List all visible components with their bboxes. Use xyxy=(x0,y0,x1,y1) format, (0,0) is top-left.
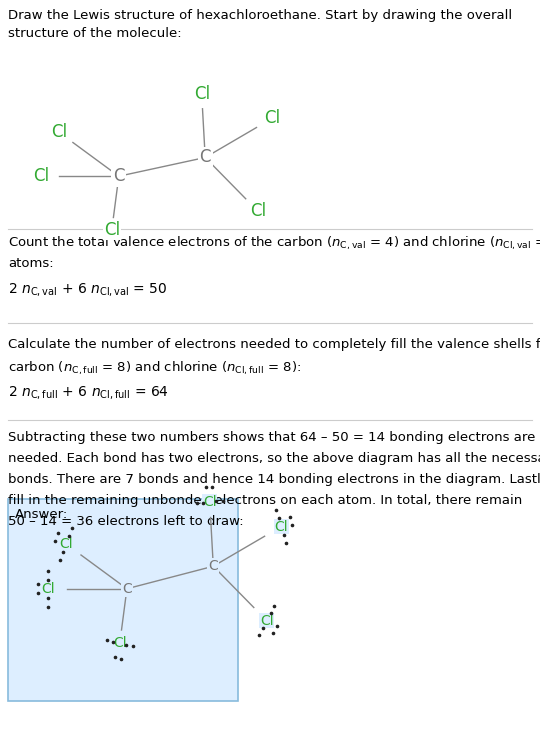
Text: Cl: Cl xyxy=(42,582,55,596)
Text: Cl: Cl xyxy=(59,537,73,551)
Text: $2\ n_\mathrm{C,full}$ + $6\ n_\mathrm{Cl,full}$ = 64: $2\ n_\mathrm{C,full}$ + $6\ n_\mathrm{C… xyxy=(8,384,169,401)
Text: Answer:: Answer: xyxy=(15,508,68,520)
Text: fill in the remaining unbonded electrons on each atom. In total, there remain: fill in the remaining unbonded electrons… xyxy=(8,494,522,507)
Text: 50 – 14 = 36 electrons left to draw:: 50 – 14 = 36 electrons left to draw: xyxy=(8,515,244,528)
Text: carbon ($n_\mathrm{C,full}$ = 8) and chlorine ($n_\mathrm{Cl,full}$ = 8):: carbon ($n_\mathrm{C,full}$ = 8) and chl… xyxy=(8,360,301,377)
Text: C: C xyxy=(208,560,218,573)
Text: Cl: Cl xyxy=(274,520,288,534)
Text: Calculate the number of electrons needed to completely fill the valence shells f: Calculate the number of electrons needed… xyxy=(8,338,540,350)
Text: Cl: Cl xyxy=(33,167,50,185)
Text: Cl: Cl xyxy=(260,614,274,628)
Text: $2\ n_\mathrm{C,val}$ + $6\ n_\mathrm{Cl,val}$ = 50: $2\ n_\mathrm{C,val}$ + $6\ n_\mathrm{Cl… xyxy=(8,281,168,298)
Text: Cl: Cl xyxy=(51,123,67,141)
Text: C: C xyxy=(122,582,132,596)
Text: atoms:: atoms: xyxy=(8,257,53,270)
Text: Draw the Lewis structure of hexachloroethane. Start by drawing the overall
struc: Draw the Lewis structure of hexachloroet… xyxy=(8,9,512,40)
Text: Cl: Cl xyxy=(250,202,266,220)
Text: Count the total valence electrons of the carbon ($n_\mathrm{C,val}$ = 4) and chl: Count the total valence electrons of the… xyxy=(8,235,540,252)
Text: C: C xyxy=(199,148,211,166)
Text: Cl: Cl xyxy=(104,220,120,238)
Text: C: C xyxy=(113,167,125,185)
Text: bonds. There are 7 bonds and hence 14 bonding electrons in the diagram. Lastly,: bonds. There are 7 bonds and hence 14 bo… xyxy=(8,473,540,486)
Text: Cl: Cl xyxy=(113,636,126,650)
Text: Cl: Cl xyxy=(264,110,280,128)
Text: Cl: Cl xyxy=(194,86,210,104)
Text: needed. Each bond has two electrons, so the above diagram has all the necessary: needed. Each bond has two electrons, so … xyxy=(8,452,540,465)
Text: Subtracting these two numbers shows that 64 – 50 = 14 bonding electrons are: Subtracting these two numbers shows that… xyxy=(8,431,536,444)
Text: Cl: Cl xyxy=(203,495,217,509)
FancyBboxPatch shape xyxy=(8,499,238,701)
